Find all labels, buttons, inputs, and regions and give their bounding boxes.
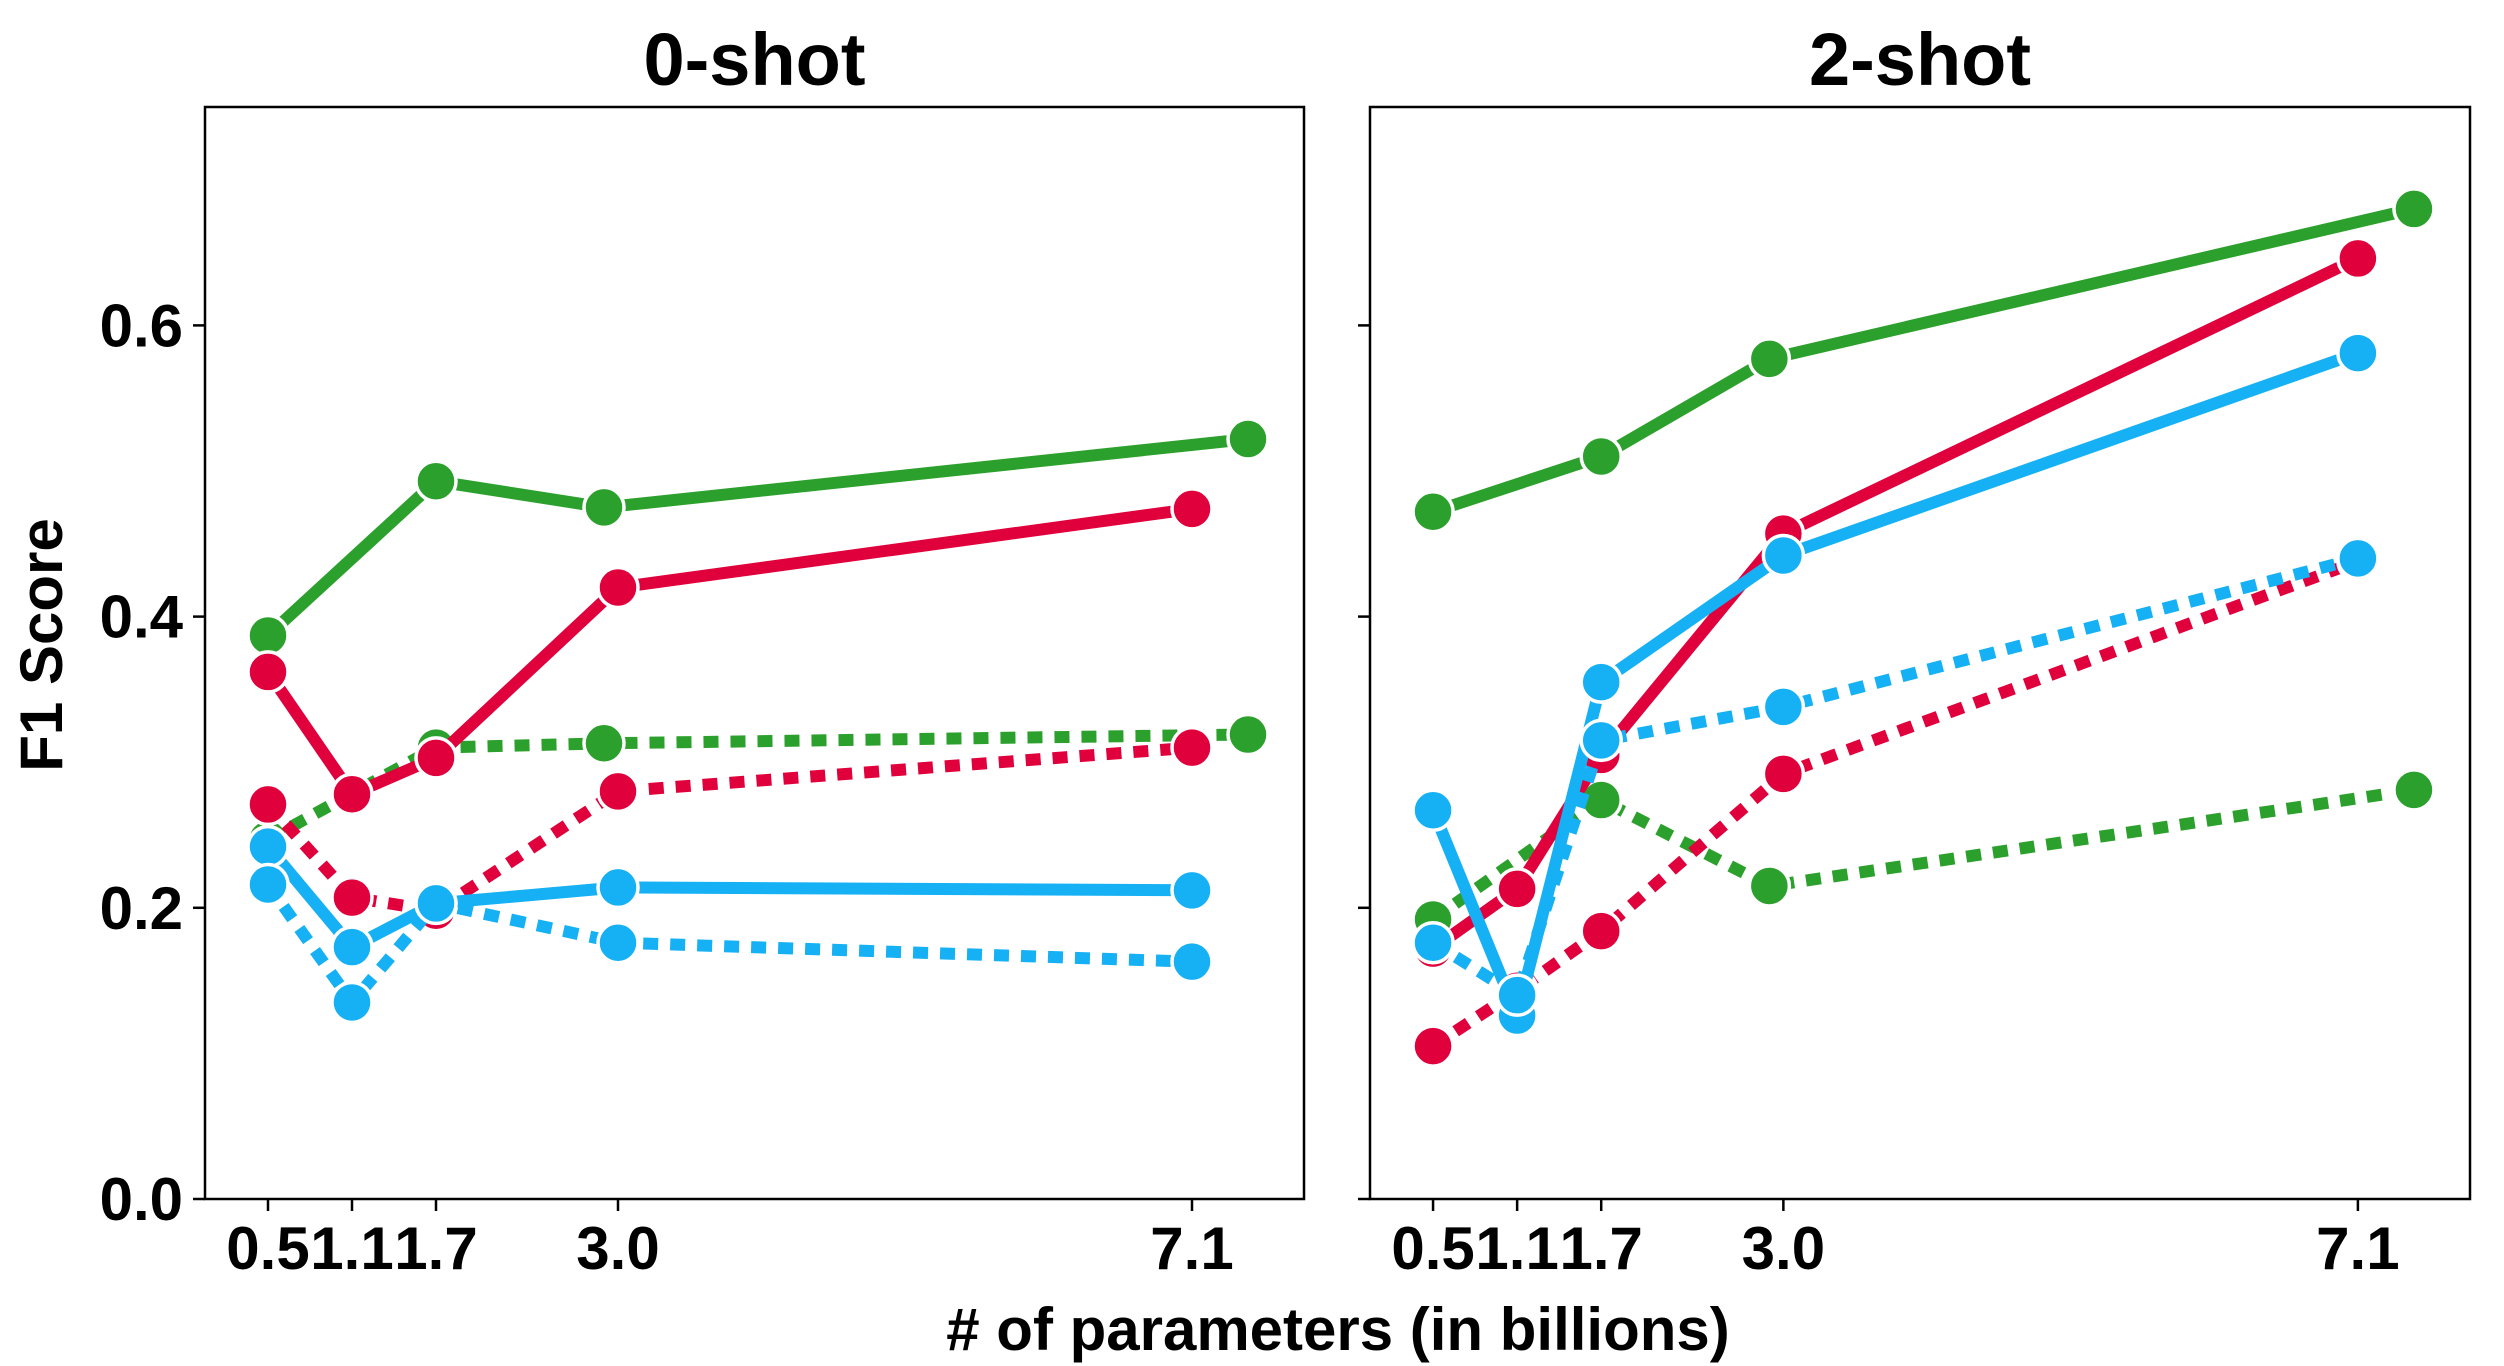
- data-point: [1579, 660, 1623, 704]
- data-point: [246, 782, 290, 827]
- series-line: [1427, 202, 2420, 518]
- data-point: [1747, 864, 1792, 908]
- data-point: [2392, 187, 2436, 231]
- series-line: [1429, 783, 2415, 925]
- x-tick-label: 3.0: [1742, 1215, 1825, 1282]
- data-point: [330, 772, 374, 816]
- panel-0-ticks: 0.5 1.1 1.7 3.0 7.1 0.0 0.2 0.4 0.6: [100, 292, 1234, 1282]
- data-point: [414, 459, 458, 503]
- data-point: [1411, 920, 1455, 965]
- y-tick-label: 0.2: [100, 875, 183, 942]
- panel-0-frame: [203, 105, 1306, 1201]
- data-point: [1411, 490, 1455, 534]
- panel-0-series: [246, 417, 1270, 1025]
- data-point: [246, 824, 290, 869]
- data-point: [596, 865, 640, 910]
- y-tick-label: 0.4: [100, 584, 184, 651]
- data-point: [2336, 536, 2380, 581]
- data-point: [1495, 973, 1539, 1017]
- panel-1-title: 2-shot: [1809, 18, 2031, 101]
- x-tick-label: 0.5: [1391, 1215, 1474, 1282]
- data-point: [330, 925, 374, 969]
- data-point: [1411, 1024, 1455, 1068]
- data-point: [1747, 337, 1792, 381]
- data-point: [1226, 712, 1270, 757]
- data-point: [1761, 752, 1806, 796]
- x-tick-label: 1.7: [394, 1215, 477, 1282]
- data-point: [1579, 434, 1623, 479]
- data-point: [1579, 718, 1623, 763]
- x-tick-label: 0.5: [226, 1215, 309, 1282]
- panel-2-shot: 0.5 1.1 1.7 3.0 7.1 2-shot: [1358, 18, 2472, 1282]
- x-axis-label: # of parameters (in billions): [946, 1296, 1730, 1363]
- panel-1-frame: [1368, 105, 2472, 1201]
- data-point: [1170, 725, 1214, 770]
- x-tick-label: 1.1: [310, 1215, 393, 1282]
- data-point: [414, 881, 458, 926]
- series-line: [263, 741, 1193, 917]
- y-tick-label: 0.0: [100, 1166, 183, 1233]
- x-tick-label: 1.7: [1559, 1215, 1642, 1282]
- panel-0-shot: 0.5 1.1 1.7 3.0 7.1 0.0 0.2 0.4 0.6 0-shot: [100, 18, 1306, 1282]
- data-point: [1495, 867, 1539, 911]
- series-line: [262, 433, 1254, 642]
- data-point: [246, 862, 290, 907]
- data-point: [330, 875, 374, 920]
- data-point: [1411, 788, 1455, 832]
- data-point: [582, 485, 626, 530]
- data-point: [246, 650, 290, 694]
- data-point: [2336, 236, 2380, 281]
- data-point: [246, 613, 290, 658]
- x-tick-label: 1.1: [1475, 1215, 1558, 1282]
- y-tick-label: 0.6: [100, 292, 183, 359]
- data-point: [1579, 909, 1623, 953]
- data-point: [1761, 533, 1806, 578]
- x-tick-label: 7.1: [1150, 1215, 1233, 1282]
- series-line: [1429, 552, 2360, 1002]
- data-point: [596, 769, 640, 814]
- data-point: [582, 721, 626, 766]
- y-axis-label: F1 Score: [8, 518, 75, 771]
- data-point: [1170, 868, 1214, 913]
- x-tick-label: 3.0: [576, 1215, 659, 1282]
- data-point: [1170, 487, 1214, 531]
- panel-1-ticks: 0.5 1.1 1.7 3.0 7.1: [1358, 324, 2400, 1282]
- data-point: [1761, 685, 1806, 729]
- data-point: [596, 565, 640, 610]
- data-point: [2336, 331, 2380, 375]
- data-point: [596, 920, 640, 965]
- data-point: [414, 736, 458, 780]
- panel-0-title: 0-shot: [644, 18, 866, 101]
- x-tick-label: 7.1: [2316, 1215, 2399, 1282]
- data-point: [2392, 768, 2436, 812]
- panel-1-series: [1411, 187, 2436, 1068]
- data-point: [1226, 417, 1270, 461]
- data-point: [1170, 939, 1214, 984]
- data-point: [330, 980, 374, 1025]
